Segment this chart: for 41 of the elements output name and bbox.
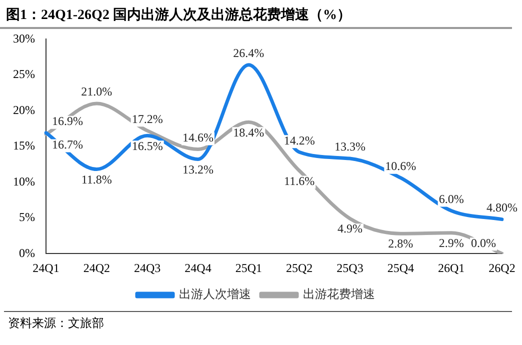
text: 资料来源：文旅部 xyxy=(4,311,512,335)
data-label: 13.3% xyxy=(334,140,366,154)
x-tick-label: 26Q2 xyxy=(488,260,516,275)
y-tick-label: 0% xyxy=(18,246,35,260)
chart-title: 图1：24Q1-26Q2 国内出游人次及出游总花费增速（%） xyxy=(0,0,512,29)
y-tick-label: 10% xyxy=(12,174,35,188)
x-tick-label: 25Q2 xyxy=(286,260,313,275)
data-label: 16.5% xyxy=(132,138,163,153)
x-tick-label: 25Q3 xyxy=(336,260,364,275)
data-label: 4.9% xyxy=(338,222,362,236)
data-label: 14.2% xyxy=(284,133,315,148)
y-tick-label: 15% xyxy=(12,138,35,153)
data-label: 16.9% xyxy=(52,114,83,128)
x-tick-label: 24Q4 xyxy=(184,260,212,275)
x-tick-label: 24Q1 xyxy=(32,260,60,275)
data-label: 10.6% xyxy=(385,159,416,173)
data-label: 26.4% xyxy=(233,46,264,60)
y-tick-label: 5% xyxy=(18,210,35,224)
data-label: 11.6% xyxy=(284,174,315,188)
x-tick-label: 25Q4 xyxy=(387,260,414,275)
x-tick-label: 24Q3 xyxy=(134,260,161,275)
data-label: 13.2% xyxy=(182,162,214,176)
legend-label: 出游人次增速 xyxy=(179,287,251,302)
y-tick-label: 30% xyxy=(12,31,35,46)
y-tick-label: 25% xyxy=(12,67,35,82)
x-tick-label: 26Q1 xyxy=(438,260,465,275)
data-label: 21.0% xyxy=(81,84,112,99)
data-label: 0.0% xyxy=(471,236,496,250)
data-label: 17.2% xyxy=(132,112,163,126)
data-label: 11.8% xyxy=(81,172,112,186)
x-tick-label: 25Q1 xyxy=(235,260,262,275)
y-tick-label: 20% xyxy=(12,102,35,117)
data-label: 4.80% xyxy=(486,200,518,214)
data-label: 18.4% xyxy=(233,125,264,140)
legend-label: 出游花费增速 xyxy=(303,287,375,302)
data-label: 2.9% xyxy=(438,236,464,250)
data-label: 14.6% xyxy=(182,130,214,144)
data-label: 6.0% xyxy=(438,192,464,206)
data-label: 16.7% xyxy=(52,137,83,152)
x-tick-label: 24Q2 xyxy=(83,260,110,275)
data-label: 2.8% xyxy=(388,236,414,251)
